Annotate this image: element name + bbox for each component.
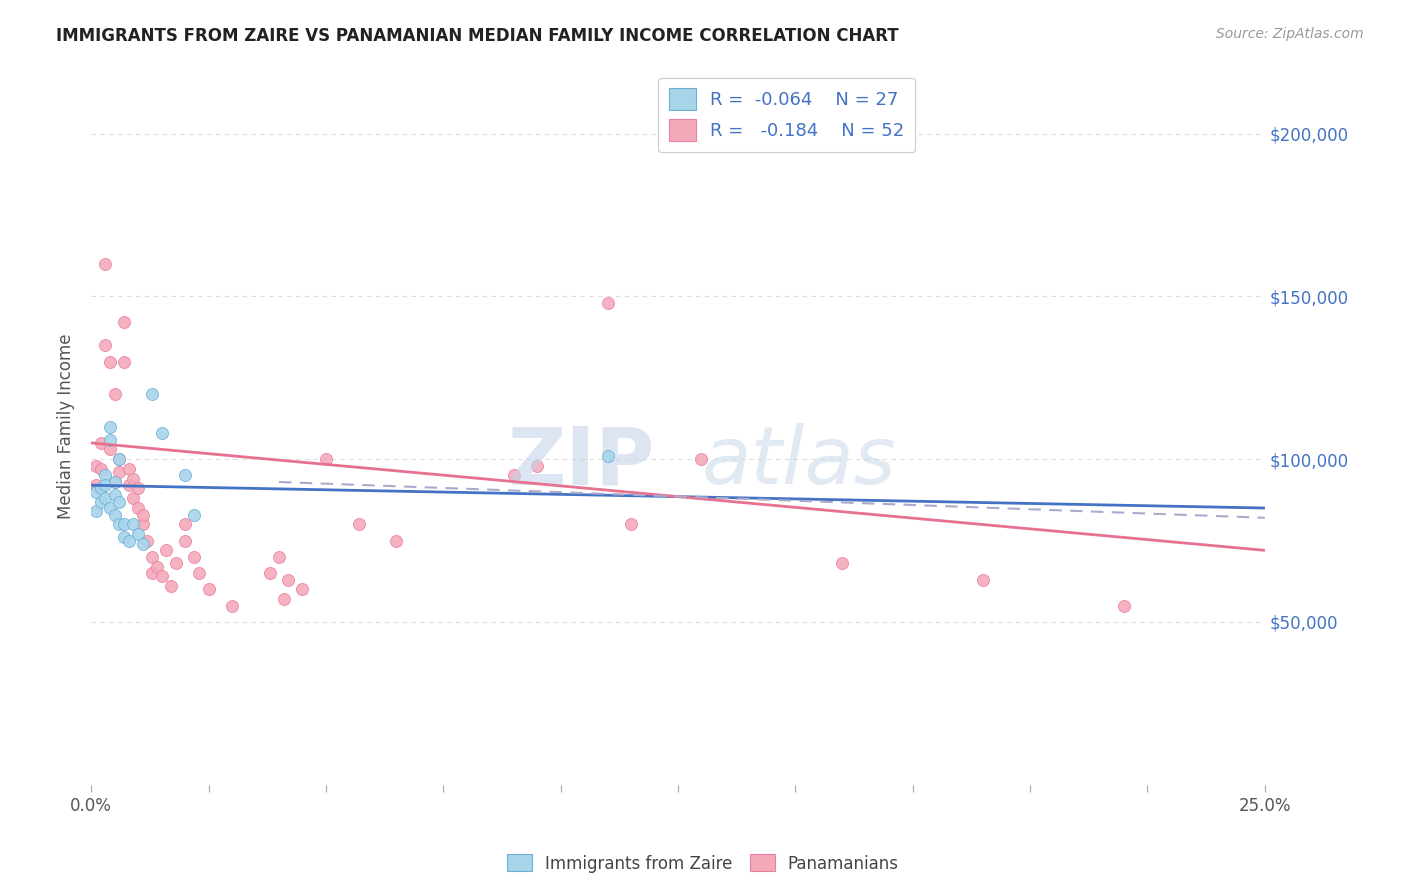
Point <box>141 566 163 581</box>
Point <box>188 566 211 581</box>
Point <box>620 517 643 532</box>
Point <box>150 569 173 583</box>
Point <box>104 508 127 522</box>
Point <box>118 533 141 548</box>
Point <box>347 517 370 532</box>
Point <box>165 557 187 571</box>
Point <box>94 468 117 483</box>
Point <box>136 533 159 548</box>
Point <box>183 508 205 522</box>
Point <box>98 419 121 434</box>
Point <box>98 433 121 447</box>
Point <box>118 462 141 476</box>
Point <box>596 449 619 463</box>
Y-axis label: Median Family Income: Median Family Income <box>58 334 75 519</box>
Point <box>596 296 619 310</box>
Point <box>122 472 145 486</box>
Point <box>98 442 121 457</box>
Point <box>174 533 197 548</box>
Point <box>831 557 853 571</box>
Point <box>273 592 295 607</box>
Point <box>112 354 135 368</box>
Point <box>98 354 121 368</box>
Point <box>127 482 149 496</box>
Point <box>259 566 281 581</box>
Point <box>183 549 205 564</box>
Point <box>291 582 314 597</box>
Point <box>132 537 155 551</box>
Text: atlas: atlas <box>702 424 896 501</box>
Point <box>127 527 149 541</box>
Point <box>94 478 117 492</box>
Point <box>1112 599 1135 613</box>
Point <box>90 436 112 450</box>
Point <box>690 452 713 467</box>
Point <box>108 465 131 479</box>
Point <box>132 517 155 532</box>
Legend: Immigrants from Zaire, Panamanians: Immigrants from Zaire, Panamanians <box>501 847 905 880</box>
Point <box>277 573 299 587</box>
Point <box>526 458 548 473</box>
Point <box>141 387 163 401</box>
Text: Source: ZipAtlas.com: Source: ZipAtlas.com <box>1216 27 1364 41</box>
Point <box>104 475 127 489</box>
Point <box>98 501 121 516</box>
Point <box>132 508 155 522</box>
Point <box>90 462 112 476</box>
Legend: R =  -0.064    N = 27, R =   -0.184    N = 52: R = -0.064 N = 27, R = -0.184 N = 52 <box>658 78 915 153</box>
Point <box>174 517 197 532</box>
Point <box>108 452 131 467</box>
Point <box>174 468 197 483</box>
Point <box>155 543 177 558</box>
Point <box>94 257 117 271</box>
Point <box>197 582 219 597</box>
Point <box>94 491 117 506</box>
Point <box>84 458 107 473</box>
Point <box>90 482 112 496</box>
Text: IMMIGRANTS FROM ZAIRE VS PANAMANIAN MEDIAN FAMILY INCOME CORRELATION CHART: IMMIGRANTS FROM ZAIRE VS PANAMANIAN MEDI… <box>56 27 898 45</box>
Point <box>108 494 131 508</box>
Point <box>108 452 131 467</box>
Point <box>127 501 149 516</box>
Point <box>502 468 524 483</box>
Point <box>146 559 169 574</box>
Point <box>221 599 243 613</box>
Point <box>112 315 135 329</box>
Point <box>84 484 107 499</box>
Point <box>94 338 117 352</box>
Point <box>267 549 290 564</box>
Point <box>90 494 112 508</box>
Point <box>84 504 107 518</box>
Point <box>104 475 127 489</box>
Point <box>112 530 135 544</box>
Point <box>150 426 173 441</box>
Point <box>112 517 135 532</box>
Point <box>385 533 408 548</box>
Point <box>122 491 145 506</box>
Point <box>160 579 183 593</box>
Point <box>104 387 127 401</box>
Point <box>84 478 107 492</box>
Point <box>108 517 131 532</box>
Point <box>141 549 163 564</box>
Point <box>122 517 145 532</box>
Point <box>118 478 141 492</box>
Text: ZIP: ZIP <box>508 424 655 501</box>
Point <box>315 452 337 467</box>
Point <box>972 573 994 587</box>
Point <box>104 488 127 502</box>
